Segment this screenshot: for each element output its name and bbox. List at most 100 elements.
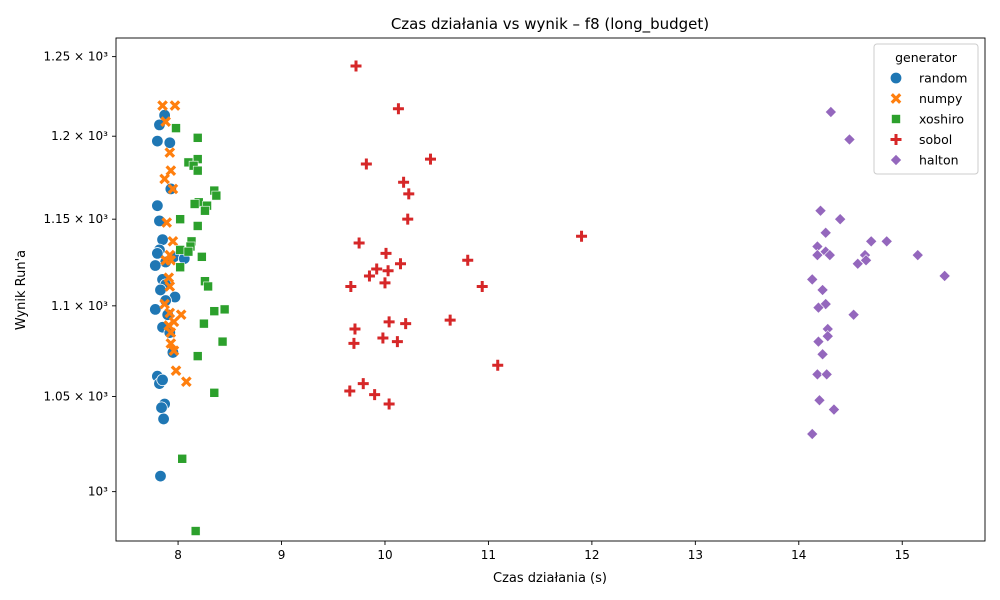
data-point-halton — [812, 335, 825, 348]
data-point-random — [155, 401, 168, 414]
data-point-xoshiro — [203, 281, 213, 292]
data-point-halton — [813, 394, 826, 407]
data-point-sobol — [383, 398, 395, 410]
data-point-numpy — [165, 254, 177, 266]
data-point-halton — [819, 298, 832, 311]
y-tick-label: 1.2 × 10³ — [51, 129, 108, 143]
data-point-xoshiro — [199, 318, 209, 329]
data-point-halton — [824, 105, 837, 119]
data-point-sobol — [360, 158, 372, 170]
legend-marker-numpy — [890, 93, 902, 104]
x-tick-label: 12 — [584, 548, 599, 562]
data-point-halton — [816, 348, 829, 361]
y-axis: 10³ 1.05 × 10³ 1.1 × 10³ 1.15 × 10³ 1.2 × 10… — [44, 50, 116, 499]
data-point-halton — [819, 226, 832, 239]
data-point-sobol — [444, 314, 456, 326]
data-point-halton — [816, 283, 829, 296]
x-axis-label: Czas działania (s) — [493, 571, 607, 586]
data-point-halton — [806, 273, 819, 286]
data-point-halton — [911, 249, 924, 262]
data-point-xoshiro — [197, 252, 207, 262]
data-point-sobol — [400, 318, 412, 330]
data-point-xoshiro — [175, 245, 185, 255]
data-point-halton — [823, 249, 836, 262]
data-point-random — [151, 199, 164, 212]
data-point-xoshiro — [183, 246, 194, 257]
data-point-sobol — [380, 247, 392, 259]
data-points — [149, 60, 951, 536]
data-point-xoshiro — [171, 123, 181, 133]
x-tick-label: 13 — [688, 548, 703, 562]
data-point-xoshiro — [219, 304, 230, 315]
legend-title: generator — [895, 50, 958, 65]
data-point-numpy — [159, 173, 170, 185]
data-point-xoshiro — [175, 214, 185, 224]
data-point-numpy — [165, 165, 177, 176]
data-point-xoshiro — [217, 336, 228, 347]
data-point-sobol — [369, 389, 381, 401]
data-point-numpy — [163, 272, 175, 284]
data-point-sobol — [379, 277, 391, 289]
data-point-numpy — [165, 338, 177, 349]
data-point-halton — [843, 133, 856, 146]
data-point-xoshiro — [192, 133, 203, 143]
data-point-sobol — [403, 188, 415, 200]
data-point-halton — [820, 368, 833, 381]
legend-label: numpy — [919, 91, 963, 106]
data-point-sobol — [398, 176, 410, 188]
data-point-sobol — [382, 265, 394, 277]
data-point-numpy — [164, 147, 176, 158]
plot-area — [115, 37, 986, 542]
data-point-xoshiro — [211, 190, 222, 201]
data-point-halton — [860, 254, 873, 267]
y-tick-label: 1.05 × 10³ — [44, 390, 109, 404]
data-point-halton — [811, 249, 824, 262]
data-point-sobol — [377, 332, 389, 344]
legend-item-numpy: numpy — [890, 91, 963, 106]
data-point-xoshiro — [192, 165, 203, 176]
data-point-halton — [938, 269, 951, 282]
data-point-random — [151, 247, 164, 260]
legend-item-sobol: sobol — [890, 132, 952, 147]
data-point-halton — [827, 403, 840, 416]
data-point-sobol — [349, 323, 361, 335]
data-point-random — [163, 136, 176, 149]
data-point-sobol — [363, 270, 375, 282]
y-tick-label: 1.25 × 10³ — [44, 50, 109, 64]
data-point-halton — [814, 204, 827, 217]
data-point-numpy — [170, 365, 182, 377]
data-point-halton — [806, 427, 819, 441]
x-tick-label: 9 — [278, 548, 286, 562]
data-point-xoshiro — [175, 262, 185, 273]
data-point-sobol — [371, 263, 383, 275]
data-point-numpy — [165, 327, 177, 338]
x-tick-label: 14 — [791, 548, 806, 562]
data-point-xoshiro — [189, 199, 200, 209]
series-xoshiro — [171, 123, 230, 536]
data-point-sobol — [476, 280, 488, 292]
legend-marker-random — [889, 71, 903, 85]
data-point-random — [154, 283, 167, 297]
legend-label: sobol — [919, 132, 952, 147]
data-point-sobol — [492, 359, 504, 371]
data-point-halton — [812, 301, 825, 314]
data-point-halton — [865, 235, 878, 248]
data-point-random — [153, 118, 166, 132]
legend-marker-xoshiro — [891, 114, 901, 124]
data-point-random — [154, 469, 167, 483]
data-point-xoshiro — [192, 351, 203, 361]
data-point-xoshiro — [209, 306, 220, 316]
legend-label: xoshiro — [919, 112, 964, 127]
data-point-sobol — [344, 385, 356, 397]
data-point-numpy — [167, 236, 179, 247]
data-point-halton — [880, 235, 893, 248]
plot-frame — [115, 37, 986, 542]
y-tick-label: 1.15 × 10³ — [44, 212, 109, 226]
data-point-xoshiro — [200, 205, 210, 216]
data-point-xoshiro — [209, 388, 220, 398]
data-point-sobol — [391, 336, 403, 348]
legend-marker-sobol — [890, 134, 902, 145]
data-point-xoshiro — [177, 453, 188, 464]
data-point-numpy — [159, 298, 170, 310]
data-point-random — [156, 373, 169, 387]
